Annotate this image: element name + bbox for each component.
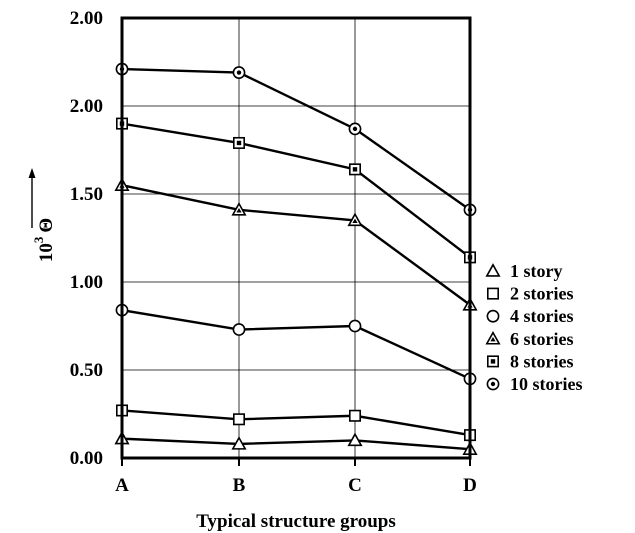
data-point [232, 323, 246, 336]
y-tick-labels: 0.00 0.50 1.00 1.50 2.00 2.00 [70, 8, 103, 469]
data-point [348, 163, 361, 176]
legend-marker [486, 355, 499, 368]
legend-marker [485, 263, 501, 277]
data-point [348, 409, 361, 422]
data-point [348, 319, 362, 333]
data-point [347, 432, 363, 447]
series-line [121, 122, 471, 259]
legend-label: 10 stories [510, 374, 582, 394]
data-point [231, 436, 247, 450]
y-tick-label: 0.00 [70, 448, 103, 469]
x-tick-label: D [463, 475, 477, 496]
legend-label: 8 stories [510, 351, 573, 371]
y-axis-label-main: 10 [36, 243, 57, 262]
series-line [121, 409, 471, 437]
y-axis-label-symbol: Θ [36, 218, 57, 233]
y-tick-label: 0.50 [70, 360, 103, 381]
grid-layer [122, 18, 470, 458]
legend-label: 6 stories [510, 329, 573, 349]
legend-marker [485, 330, 501, 345]
y-tick-label: 1.50 [70, 184, 103, 205]
series-line [121, 308, 471, 380]
y-axis-label: 103 Θ [31, 218, 57, 262]
data-point [233, 136, 246, 149]
data-point [233, 413, 246, 426]
series-line [121, 184, 471, 306]
x-tick-labels: A B C D [115, 458, 477, 496]
legend-label: 2 stories [510, 284, 573, 304]
svg-text:103Θ: 103 Θ [31, 218, 57, 262]
legend-marker [486, 287, 499, 300]
legend-label: 1 story [510, 261, 563, 281]
y-tick-label: 2.00 [70, 8, 103, 29]
series-line [121, 437, 471, 451]
series-line [121, 67, 471, 211]
series-layer [114, 62, 478, 455]
x-axis-label: Typical structure groups [196, 511, 396, 532]
x-tick-label: B [233, 475, 246, 496]
y-tick-label: 2.00 [70, 96, 103, 117]
data-point [231, 201, 247, 216]
data-point [347, 212, 363, 227]
x-tick-label: C [348, 475, 362, 496]
data-point [232, 66, 246, 79]
legend-marker [486, 309, 500, 323]
legend-marker [486, 377, 500, 391]
y-axis-label-sup: 3 [31, 236, 46, 243]
x-tick-label: A [115, 475, 129, 496]
legend-label: 4 stories [510, 306, 573, 326]
y-tick-label: 1.00 [70, 272, 103, 293]
y-axis-arrow [28, 168, 36, 228]
data-point [348, 122, 362, 136]
plot-frame [120, 16, 472, 460]
